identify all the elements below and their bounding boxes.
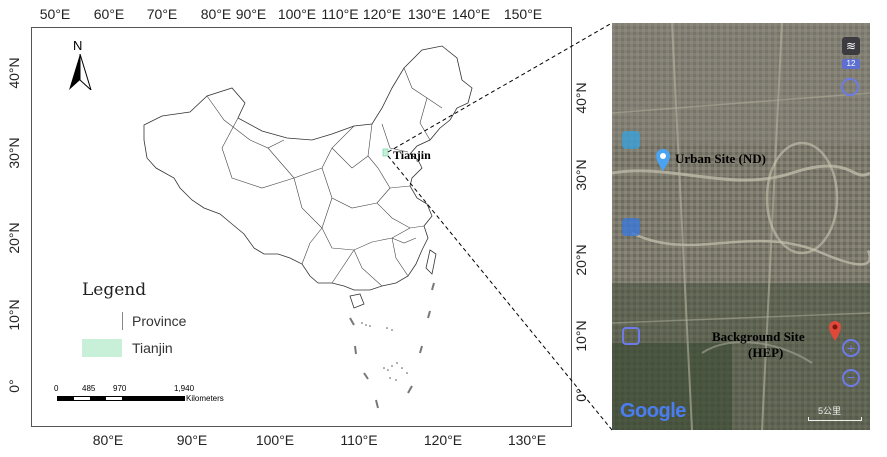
- urban-site-label: Urban Site (ND): [675, 151, 766, 166]
- tianjin-map-label: Tianjin: [393, 148, 431, 162]
- top-tick-150e: 150°E: [503, 6, 543, 22]
- layers-icon[interactable]: ≋: [842, 37, 860, 55]
- satellite-image-panel: ≋ 12 + − Urban Site (ND) Background Site…: [612, 23, 870, 430]
- top-tick-80e: 80°E: [200, 6, 232, 22]
- left-tick-10n: 10°N: [6, 299, 22, 331]
- legend-swatch-province: [82, 312, 123, 330]
- bottom-tick-80e: 80°E: [92, 432, 124, 448]
- zoom-in-icon[interactable]: +: [842, 339, 860, 357]
- north-arrow: N: [65, 38, 95, 92]
- top-tick-90e: 90°E: [235, 6, 267, 22]
- background-site-abbr: (HEP): [748, 345, 784, 360]
- right-tick-0: 0°: [573, 388, 589, 402]
- zoom-out-icon[interactable]: −: [842, 369, 860, 387]
- scale-unit: Kilometers: [186, 394, 224, 403]
- scale-tick-970: 970: [113, 384, 127, 393]
- scale-tick-1940: 1,940: [174, 384, 195, 393]
- north-arrow-icon: [69, 54, 92, 90]
- scale-bar: 0 485 970 1,940 Kilometers: [54, 384, 254, 406]
- top-tick-130e: 130°E: [407, 6, 447, 22]
- top-tick-70e: 70°E: [146, 6, 178, 22]
- north-arrow-label: N: [73, 38, 83, 53]
- right-tick-10n: 10°N: [573, 320, 589, 352]
- side-tool-icon-3[interactable]: [622, 327, 640, 345]
- map-button-1[interactable]: [841, 78, 859, 96]
- legend-label-province: Province: [132, 313, 187, 329]
- top-tick-50e: 50°E: [39, 6, 71, 22]
- scale-tick-0: 0: [54, 384, 59, 393]
- bottom-tick-110e: 110°E: [340, 432, 378, 448]
- top-tick-100e: 100°E: [277, 6, 317, 22]
- top-tick-140e: 140°E: [451, 6, 491, 22]
- top-tick-60e: 60°E: [93, 6, 125, 22]
- legend: Legend Province Tianjin: [82, 280, 222, 370]
- side-tool-icon-2[interactable]: [622, 218, 640, 236]
- china-border: [143, 45, 473, 291]
- bottom-tick-100e: 100°E: [255, 432, 295, 448]
- google-logo: Google: [620, 400, 686, 422]
- satellite-texture: [612, 23, 870, 430]
- china-map-frame: N Tianjin Legend Province Tianjin 0 485 …: [31, 27, 572, 427]
- map-scale-line: [808, 417, 862, 421]
- left-tick-30n: 30°N: [6, 137, 22, 169]
- side-tool-icon-1[interactable]: [622, 131, 640, 149]
- background-site-label: Background Site: [712, 329, 805, 344]
- bottom-tick-90e: 90°E: [176, 432, 208, 448]
- tianjin-highlight: [382, 148, 389, 157]
- taiwan-island: [425, 249, 437, 275]
- hainan-island: [349, 293, 365, 309]
- left-tick-40n: 40°N: [6, 57, 22, 89]
- bottom-tick-130e: 130°E: [507, 432, 547, 448]
- urban-site-marker-icon: [656, 149, 670, 171]
- scattered-islands: [361, 322, 408, 381]
- map-scale-text: 5公里: [818, 406, 842, 416]
- legend-title: Legend: [82, 280, 147, 300]
- top-tick-120e: 120°E: [362, 6, 402, 22]
- left-tick-20n: 20°N: [6, 222, 22, 254]
- bottom-tick-120e: 120°E: [423, 432, 463, 448]
- right-tick-30n: 30°N: [573, 159, 589, 191]
- legend-swatch-tianjin: [82, 339, 122, 357]
- left-tick-0: 0°: [6, 379, 22, 393]
- scale-tick-485: 485: [82, 384, 96, 393]
- top-tick-110e: 110°E: [321, 6, 359, 22]
- zoom-level-badge: 12: [842, 59, 860, 69]
- legend-label-tianjin: Tianjin: [132, 340, 173, 356]
- right-tick-40n: 40°N: [573, 82, 589, 114]
- right-tick-20n: 20°N: [573, 244, 589, 276]
- background-site-marker-icon: [829, 321, 841, 341]
- scale-bar-graphic: [57, 396, 185, 401]
